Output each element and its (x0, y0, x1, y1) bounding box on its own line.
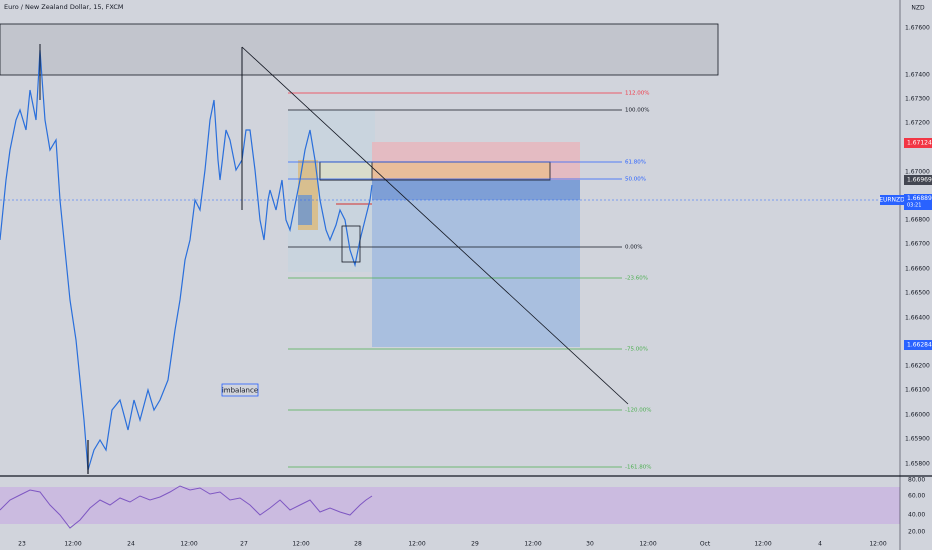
price-tick-label: 1.66600 (905, 266, 930, 273)
fib-levels: 112.00% 100.00% 61.80% 50.00% 0.00% -23.60% -7… (288, 91, 651, 471)
fib-label: 61.80% (625, 160, 646, 166)
time-tick-label: 12:00 (869, 541, 886, 548)
time-tick-label: 28 (354, 541, 362, 548)
supply-zone (0, 23, 719, 76)
symbol-label: EURNZD (879, 197, 905, 204)
entry-band (372, 180, 580, 200)
price-path (0, 49, 373, 471)
symbol-badge (880, 195, 904, 205)
price-tick-label: 1.66800 (905, 217, 930, 224)
chart-title: Euro / New Zealand Dollar, 15, FXCM (4, 3, 124, 11)
time-tick-label: 12:00 (754, 541, 771, 548)
price-badge (904, 194, 932, 210)
price-badge (904, 138, 932, 148)
time-tick-label: 12:00 (180, 541, 197, 548)
fib-label: -75.00% (625, 347, 648, 353)
fib-label: 50.00% (625, 177, 646, 183)
price-badge (904, 175, 932, 185)
annotation: imbalance (222, 387, 258, 395)
price-label: 1.67124 (907, 140, 932, 147)
fib-label: -161.80% (625, 465, 651, 471)
price-tick-label: 1.67300 (905, 96, 930, 103)
price-tick-label: 1.67200 (905, 120, 930, 127)
rsi-tick-label: 80.00 (908, 477, 925, 484)
price-tick-label: 1.66500 (905, 290, 930, 297)
rsi-tick-label: 40.00 (908, 512, 925, 519)
time-tick-label: 23 (18, 541, 26, 548)
volume-profile-blue (298, 195, 312, 225)
rsi-band (0, 487, 900, 524)
annotation-box (221, 383, 259, 397)
price-tick-label: 1.66700 (905, 241, 930, 248)
price-tick-label: 1.67600 (905, 25, 930, 32)
price-tick-label: 1.65800 (905, 461, 930, 468)
countdown: 03:21 (907, 203, 921, 209)
price-tick-label: 1.67400 (905, 72, 930, 79)
fib-label: -23.60% (625, 276, 648, 282)
price-tick-label: 1.66000 (905, 412, 930, 419)
trend-line (241, 46, 629, 405)
axes: 1.67600 1.67400 1.67300 1.67200 1.67000 1.668… (18, 25, 932, 548)
time-tick-label: 24 (127, 541, 135, 548)
price-tick-label: 1.66200 (905, 363, 930, 370)
time-tick-label: Oct (700, 541, 711, 548)
time-tick-label: 12:00 (408, 541, 425, 548)
rsi-tick-label: 60.00 (908, 493, 925, 500)
time-tick-label: 12:00 (524, 541, 541, 548)
rsi-tick-label: 20.00 (908, 529, 925, 536)
currency: NZD (911, 5, 925, 12)
price-tick-label: 1.65900 (905, 436, 930, 443)
price-label: 1.66889 (907, 195, 932, 202)
price-badge (904, 340, 932, 350)
time-tick-label: 4 (818, 541, 822, 548)
time-tick-label: 29 (471, 541, 479, 548)
pullback-box (341, 225, 361, 263)
price-label: 1.66284 (907, 342, 932, 349)
rsi-line (0, 485, 373, 529)
time-tick-label: 12:00 (64, 541, 81, 548)
time-tick-label: 30 (586, 541, 594, 548)
time-tick-label: 27 (240, 541, 248, 548)
fib-label: 112.00% (625, 91, 649, 97)
price-label: 1.66969 (907, 177, 932, 184)
price-tick-label: 1.67000 (905, 169, 930, 176)
fib-label: -120.00% (625, 408, 651, 414)
price-tick-label: 1.66100 (905, 387, 930, 394)
fib-label: 100.00% (625, 108, 649, 114)
price-tick-label: 1.66400 (905, 315, 930, 322)
time-tick-label: 12:00 (639, 541, 656, 548)
order-block-left (319, 161, 373, 181)
time-tick-label: 12:00 (292, 541, 309, 548)
fib-label: 0.00% (625, 245, 642, 251)
